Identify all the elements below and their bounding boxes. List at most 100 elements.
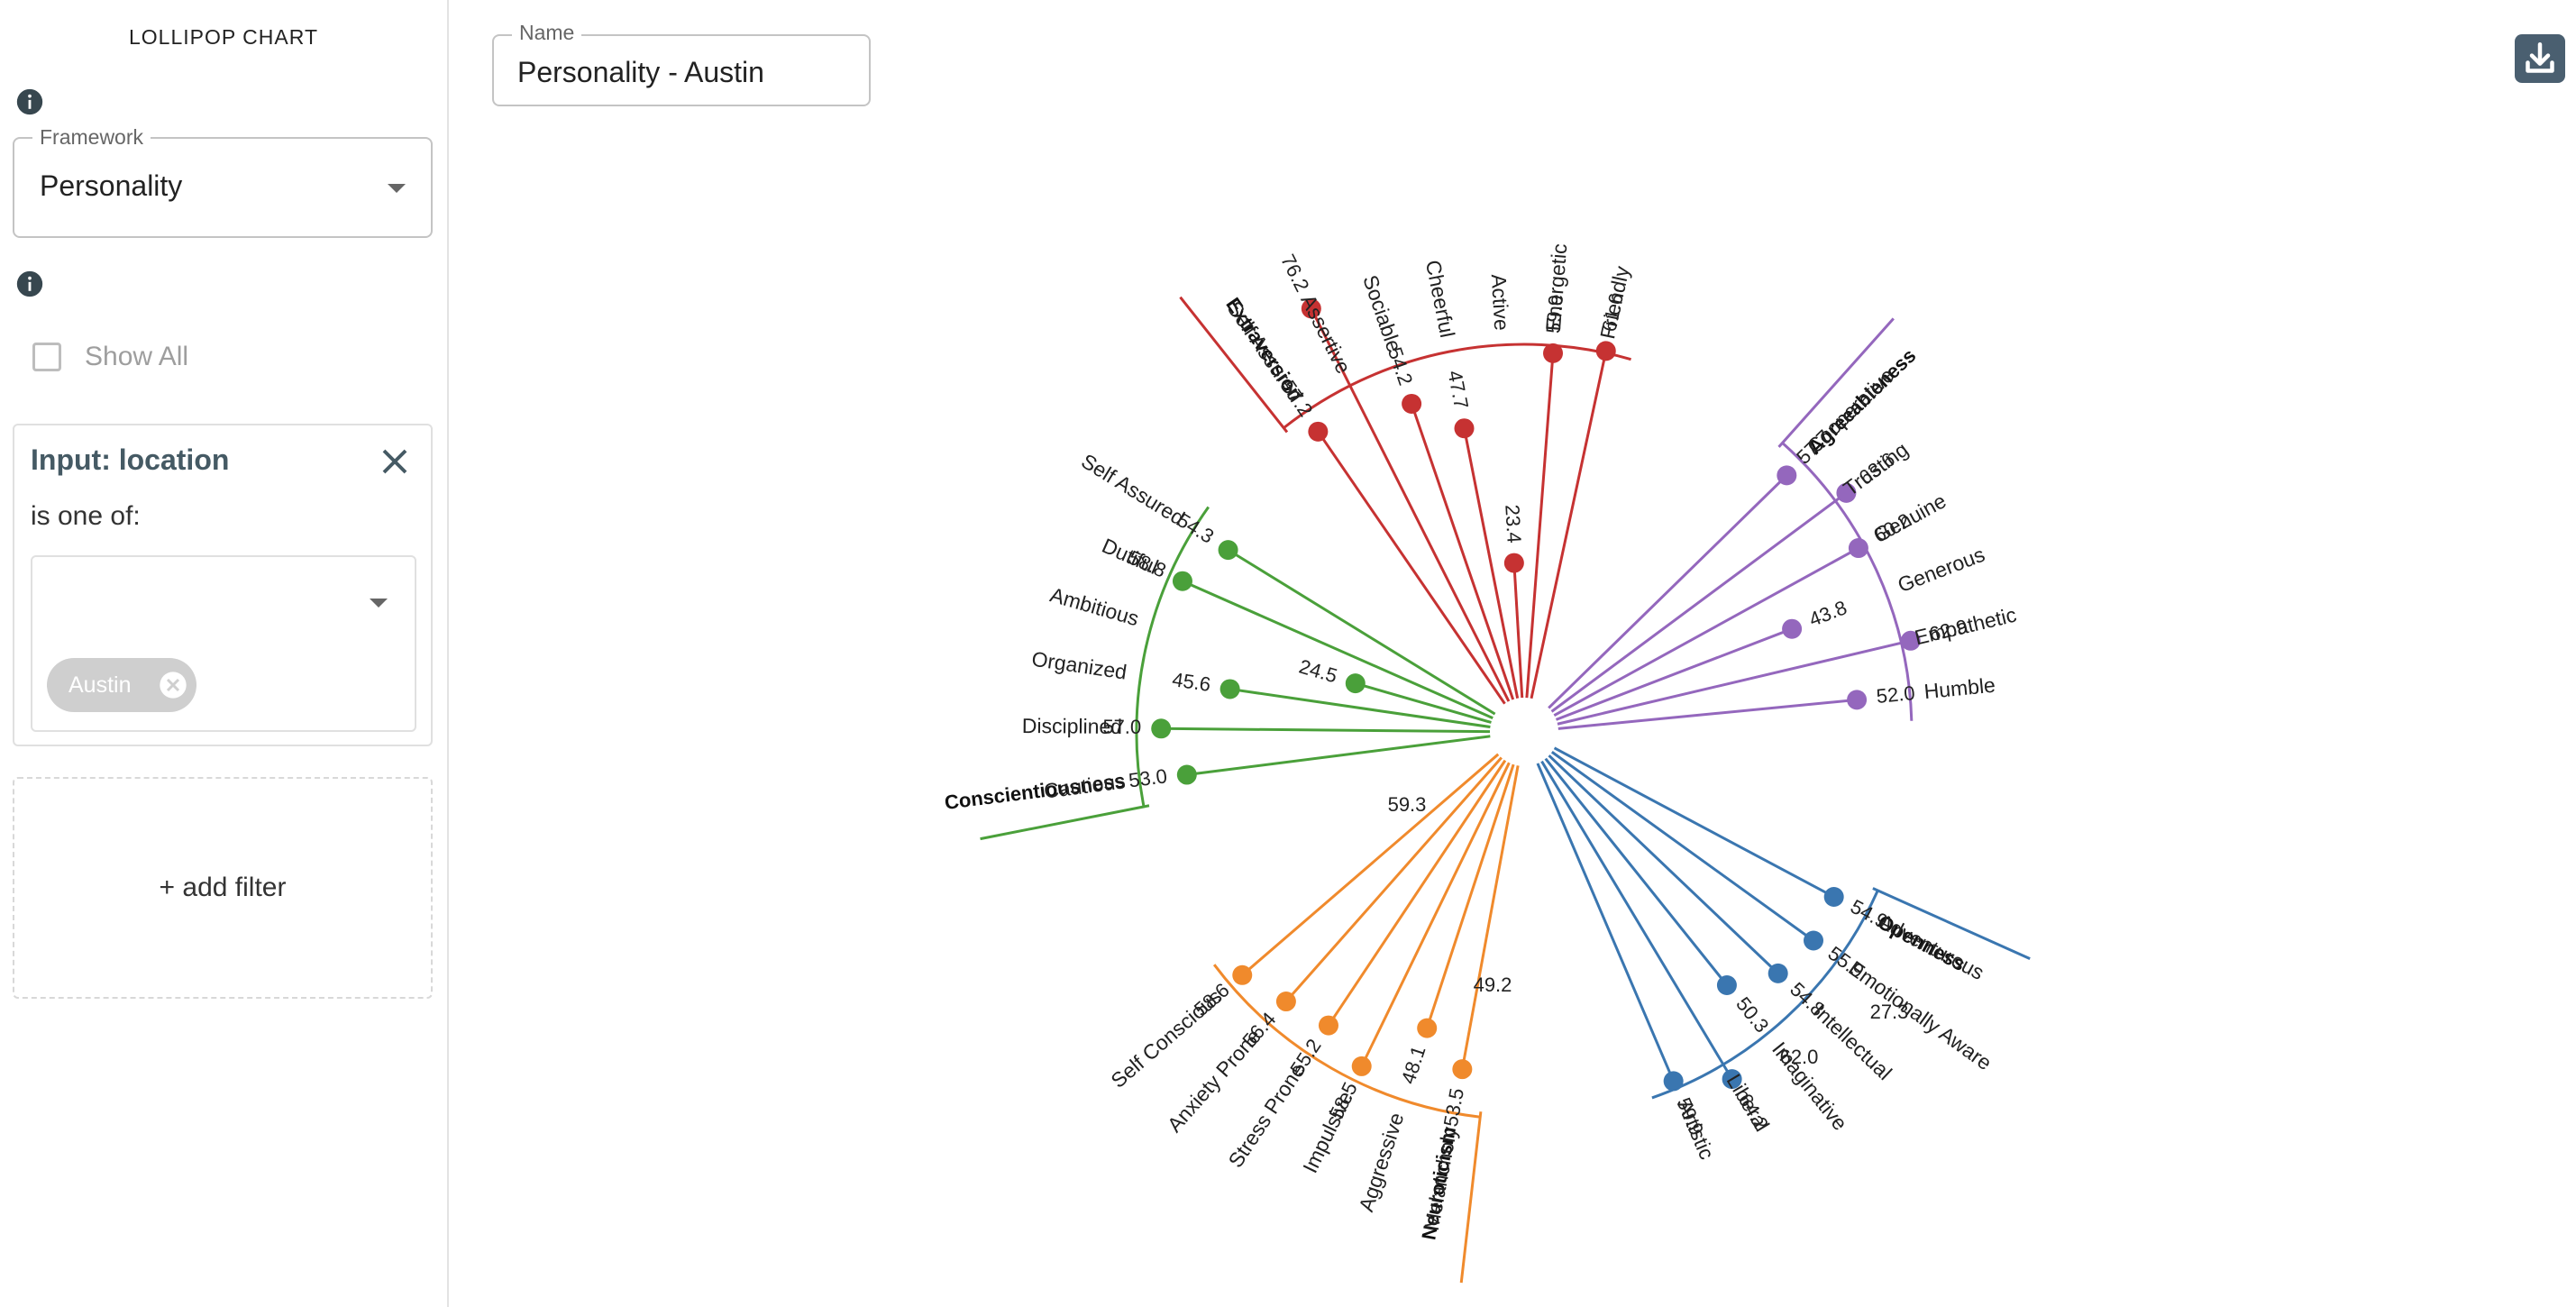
item-label: Impulsive [1298, 1088, 1357, 1177]
lollipop-dot [1452, 1059, 1473, 1080]
lollipop-dot [1543, 343, 1564, 363]
lollipop-dot [1768, 963, 1788, 983]
item-label: Genuine [1870, 489, 1950, 547]
lollipop-dot [1503, 553, 1524, 573]
download-button[interactable] [2515, 34, 2565, 83]
item-label: Active [1487, 273, 1514, 331]
lollipop-dot [1318, 1015, 1338, 1036]
value-label: 59.3 [1388, 793, 1427, 816]
lollipop-stem [1463, 427, 1520, 699]
lollipop-stem [1360, 762, 1511, 1067]
lollipop-stem [1317, 430, 1506, 705]
lollipop-stem [1548, 754, 1779, 974]
show-all-label: Show All [85, 342, 189, 371]
lollipop-stem [1525, 352, 1555, 699]
group-arc [1135, 506, 1210, 808]
lollipop-stem [1327, 759, 1507, 1027]
item-label: Stress Prone [1223, 1059, 1309, 1172]
item-label: Liberal [1722, 1070, 1775, 1136]
info-icon[interactable] [14, 269, 45, 299]
lollipop-dot [1804, 930, 1824, 951]
lollipop-dot [1417, 1018, 1438, 1038]
lollipop-stem [1182, 580, 1494, 720]
value-label: 23.4 [1501, 504, 1526, 544]
filter-value-select[interactable]: Austin [31, 555, 416, 732]
add-filter-button[interactable]: + add filter [13, 777, 433, 999]
value-label: 53.5 [1439, 1086, 1468, 1129]
filter-card: Input: location is one of: Austin [13, 424, 433, 746]
value-label: 50.3 [1731, 992, 1773, 1037]
filter-title: Input: location [31, 443, 230, 476]
item-label: Artistic [1673, 1096, 1719, 1163]
lollipop-stem [1544, 757, 1729, 986]
group-divider [1777, 317, 1895, 448]
lollipop-dot [1777, 465, 1797, 486]
info-icon[interactable] [14, 87, 45, 117]
item-label: Adventurous [1874, 909, 1987, 984]
lollipop-dot [1716, 974, 1737, 995]
value-label: 62.0 [1780, 1046, 1819, 1068]
lollipop-dot [1172, 571, 1192, 591]
lollipop-stem [1557, 698, 1858, 730]
group-arc [1212, 964, 1481, 1119]
lollipop-stem [1540, 760, 1733, 1080]
value-label: 24.5 [1297, 655, 1340, 688]
name-field[interactable]: Name Personality - Austin [492, 21, 871, 106]
group-arc [1781, 442, 1914, 721]
lollipop-stem [1550, 491, 1848, 713]
lollipop-stem [1530, 351, 1608, 699]
remove-chip-icon[interactable] [159, 671, 187, 699]
value-label: 27.3 [1870, 1001, 1909, 1023]
filter-operator: is one of: [31, 501, 141, 531]
group-divider [1459, 1111, 1483, 1284]
value-label: 47.7 [1443, 369, 1473, 411]
show-all-checkbox[interactable] [32, 343, 61, 371]
framework-label: Framework [32, 125, 151, 150]
filter-chip-label: Austin [69, 672, 132, 698]
value-label: 57.0 [1102, 716, 1141, 738]
value-label: 76.2 [1276, 251, 1314, 295]
lollipop-dot [1275, 992, 1296, 1012]
lollipop-stem [1555, 627, 1793, 721]
item-label: Trusting [1839, 437, 1913, 500]
chevron-down-icon[interactable] [388, 184, 406, 193]
lollipop-dot [1848, 538, 1868, 559]
lollipop-stem [1553, 546, 1859, 717]
value-label: 45.6 [1171, 668, 1212, 696]
lollipop-dot [1308, 421, 1329, 442]
lollipop-dot [1351, 1056, 1372, 1076]
chevron-down-icon[interactable] [370, 599, 388, 608]
item-label: Cooperative [1803, 363, 1899, 458]
lollipop-dot [1176, 764, 1197, 785]
lollipop-stem [1161, 727, 1491, 734]
item-label: Friendly [1595, 263, 1634, 341]
framework-select[interactable]: Framework Personality [13, 125, 433, 238]
lollipop-stem [1557, 639, 1912, 726]
show-all-toggle[interactable]: Show All [32, 339, 188, 375]
group-arc [1651, 890, 1879, 1100]
value-label: 53.0 [1128, 764, 1169, 791]
item-label: Energetic [1541, 242, 1571, 332]
lollipop-dot [1345, 673, 1366, 694]
group-divider [980, 804, 1150, 841]
item-label: Dutiful [1099, 534, 1162, 579]
download-icon [2526, 42, 2554, 73]
item-label: Humble [1923, 673, 1996, 703]
lollipop-stem [1186, 735, 1491, 777]
name-value: Personality - Austin [517, 56, 764, 88]
lollipop-stem [1550, 751, 1814, 942]
lollipop-stem [1227, 548, 1496, 716]
lollipop-dot [1823, 886, 1844, 907]
lollipop-stem [1548, 474, 1788, 709]
lollipop-stem [1553, 746, 1835, 899]
lollipop-dot [1836, 482, 1857, 503]
lollipop-dot [1454, 418, 1475, 439]
value-label: 48.1 [1397, 1043, 1430, 1086]
lollipop-stem [1241, 753, 1500, 976]
lollipop-stem [1425, 763, 1515, 1029]
close-icon[interactable] [379, 445, 411, 478]
lollipop-dot [1595, 341, 1616, 361]
item-label: Self Assured [1222, 297, 1308, 406]
name-label: Name [512, 21, 582, 45]
lollipop-dot [1722, 1069, 1742, 1090]
